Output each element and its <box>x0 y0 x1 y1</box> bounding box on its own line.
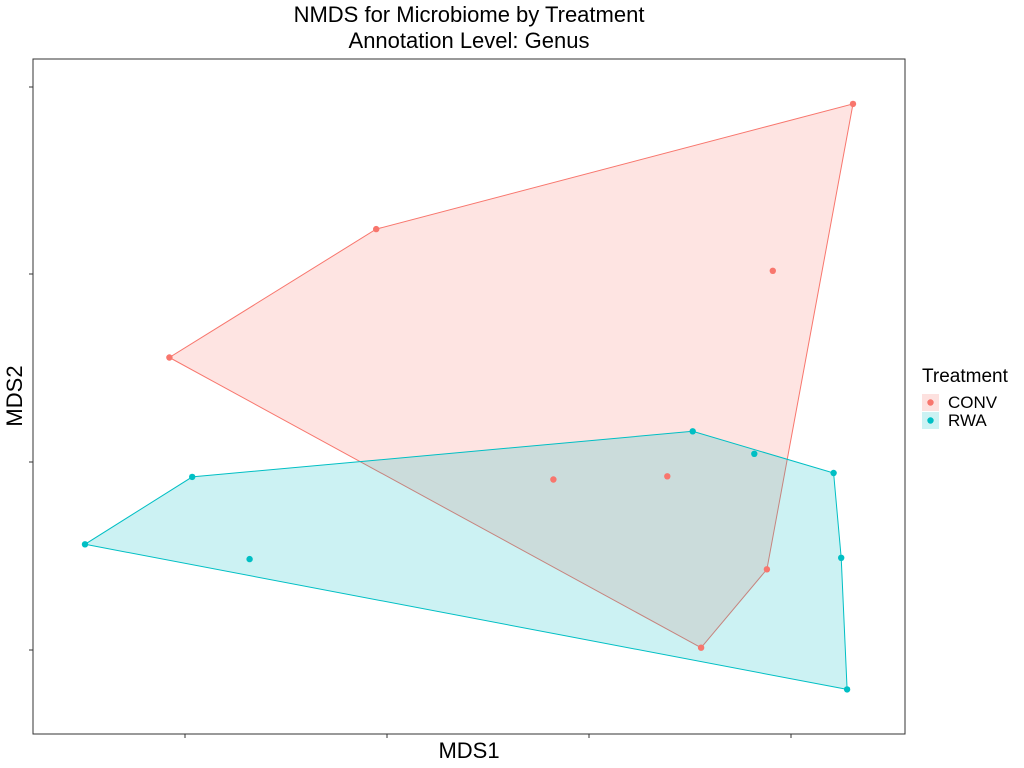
axis-ticks <box>29 86 792 738</box>
point-conv-7 <box>697 644 705 651</box>
point-rwa-3 <box>189 473 196 481</box>
chart-title: NMDS for Microbiome by Treatment <box>294 2 645 27</box>
point-conv-5 <box>664 473 671 480</box>
hull-layer <box>83 103 854 691</box>
point-rwa-1 <box>751 450 758 457</box>
point-rwa-7 <box>843 686 851 693</box>
legend-label-rwa: RWA <box>948 411 987 430</box>
point-rwa-0 <box>689 428 696 435</box>
point-conv-3 <box>769 267 776 274</box>
point-conv-0 <box>849 100 857 108</box>
legend-marker-rwa <box>927 417 934 424</box>
hull-conv <box>168 103 854 649</box>
point-conv-2 <box>166 354 173 361</box>
point-rwa-4 <box>81 541 89 548</box>
y-axis-title: MDS2 <box>2 365 27 426</box>
x-axis-title: MDS1 <box>438 738 499 763</box>
points-layer <box>81 100 857 693</box>
legend-marker-conv <box>927 399 934 406</box>
legend-title: Treatment <box>922 366 1009 387</box>
point-rwa-6 <box>838 554 845 561</box>
plot-panel <box>32 58 906 735</box>
legend-label-conv: CONV <box>948 393 998 412</box>
point-conv-1 <box>373 225 380 233</box>
point-rwa-2 <box>830 469 837 477</box>
chart-subtitle: Annotation Level: Genus <box>349 28 590 53</box>
point-conv-6 <box>763 566 771 573</box>
point-conv-4 <box>550 476 557 483</box>
point-rwa-5 <box>246 555 253 563</box>
